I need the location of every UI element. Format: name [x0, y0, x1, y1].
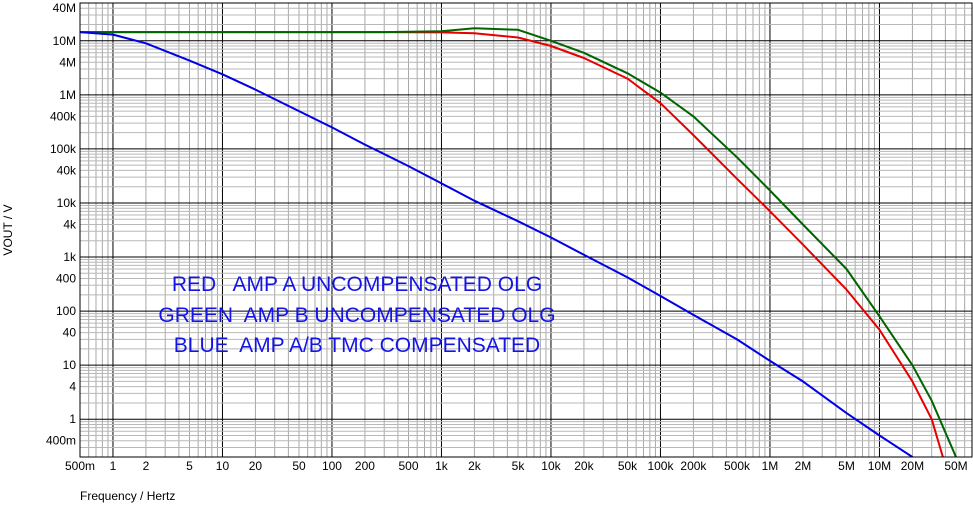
- x-tick-label: 10: [216, 459, 230, 473]
- annotation-red-legend: RED AMP A UNCOMPENSATED OLG: [172, 273, 542, 296]
- y-tick-label: 4M: [59, 55, 76, 69]
- x-tick-label: 2: [143, 459, 150, 473]
- x-tick-label: 50M: [944, 459, 967, 473]
- y-tick-label: 40k: [57, 163, 77, 177]
- x-tick-label: 10k: [541, 459, 561, 473]
- y-tick-labels: 400m 1 4 10 40 100 400 1k 4k 10k 40k 100k 400k 1M 4M 10…: [46, 1, 77, 447]
- x-tick-label: 1M: [762, 459, 779, 473]
- x-tick-label: 5: [186, 459, 193, 473]
- y-tick-label: 400k: [50, 109, 77, 123]
- y-axis-label: VOUT / V: [1, 204, 15, 255]
- y-tick-label: 10: [63, 358, 77, 372]
- y-tick-label: 40: [63, 326, 77, 340]
- x-tick-label: 20k: [574, 459, 594, 473]
- x-tick-label: 200: [355, 459, 375, 473]
- y-tick-label: 100k: [50, 142, 77, 156]
- y-tick-label: 100: [56, 304, 76, 318]
- x-tick-label: 500m: [65, 459, 95, 473]
- x-tick-label: 5M: [838, 459, 855, 473]
- x-tick-label: 100k: [647, 459, 674, 473]
- y-tick-label: 400: [56, 272, 76, 286]
- x-tick-label: 50k: [618, 459, 638, 473]
- x-tick-label: 5k: [512, 459, 526, 473]
- y-tick-label: 400m: [46, 434, 76, 448]
- x-tick-label: 50: [292, 459, 306, 473]
- x-tick-label: 2k: [468, 459, 482, 473]
- plot-frame: [79, 2, 973, 458]
- annotation-blue-legend: BLUE AMP A/B TMC COMPENSATED: [174, 334, 540, 357]
- y-tick-label: 4k: [63, 217, 77, 231]
- x-tick-label: 20M: [901, 459, 924, 473]
- x-tick-label: 20: [249, 459, 263, 473]
- x-tick-label: 2M: [795, 459, 812, 473]
- x-tick-label: 1: [110, 459, 117, 473]
- y-tick-label: 10k: [57, 196, 77, 210]
- y-tick-label: 10M: [53, 34, 76, 48]
- y-tick-label: 1k: [63, 250, 77, 264]
- x-axis-label: Frequency / Hertz: [80, 489, 175, 503]
- y-tick-label: 40M: [53, 1, 76, 15]
- x-tick-labels: 500m 1 2 5 10 20 50 100 200 500 1k 2k 5k 10k 20k 50k 100…: [65, 459, 968, 473]
- y-tick-label: 4: [69, 380, 76, 394]
- x-tick-label: 1k: [435, 459, 449, 473]
- y-tick-label: 1: [69, 412, 76, 426]
- x-tick-label: 500: [398, 459, 418, 473]
- series-line-green: [80, 27, 957, 457]
- x-tick-label: 500k: [724, 459, 751, 473]
- series-layer: [80, 27, 957, 457]
- series-line-blue: [80, 31, 914, 457]
- annotation-green-legend: GREEN AMP B UNCOMPENSATED OLG: [158, 304, 555, 327]
- x-tick-label: 10M: [868, 459, 891, 473]
- series-line-red: [80, 31, 944, 457]
- x-tick-label: 200k: [680, 459, 707, 473]
- x-tick-label: 100: [322, 459, 342, 473]
- grid: [79, 2, 973, 458]
- y-tick-label: 1M: [59, 88, 76, 102]
